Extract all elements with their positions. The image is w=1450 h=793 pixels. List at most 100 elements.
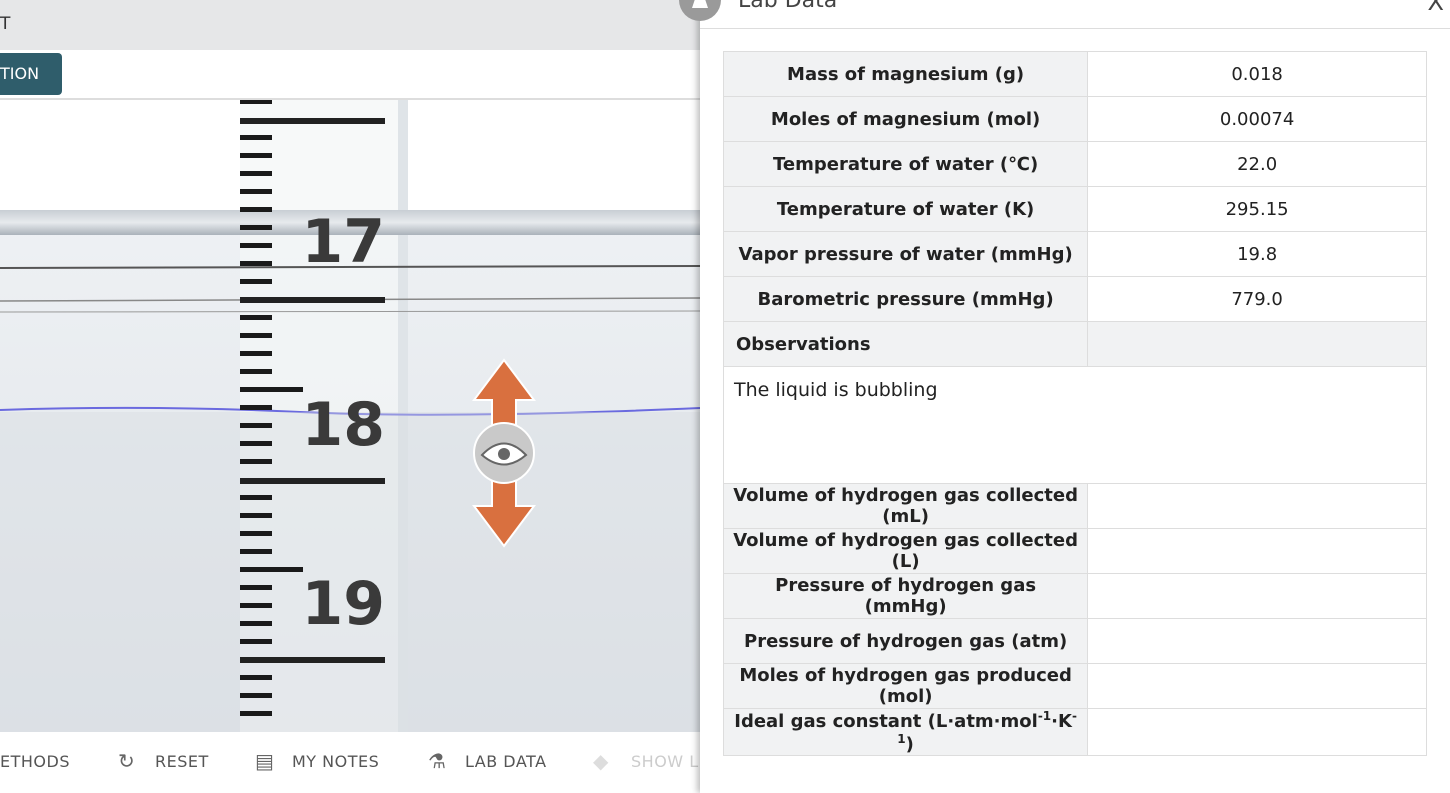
row-value: 0.018: [1087, 51, 1427, 97]
tick: [240, 279, 272, 284]
tick: [240, 333, 272, 338]
tick: [240, 118, 385, 124]
row-label: Volume of hydrogen gas collected (mL): [722, 483, 1089, 529]
row-value: [1087, 483, 1427, 529]
tick: [240, 171, 272, 176]
table-row: Temperature of water (℃) 22.0: [722, 141, 1427, 187]
table-row: Volume of hydrogen gas collected (mL): [722, 483, 1427, 529]
observations-text: The liquid is bubbling: [723, 366, 1427, 484]
tick: [240, 100, 272, 104]
tick: [240, 639, 272, 644]
row-label: Vapor pressure of water (mmHg): [722, 231, 1089, 277]
tick: [240, 315, 272, 320]
row-value: 22.0: [1087, 141, 1427, 187]
toolbar-item[interactable]: MY NOTES: [292, 752, 380, 771]
row-label: Ideal gas constant (L·atm·mol-1·K-1): [722, 708, 1089, 756]
tick: [240, 225, 272, 230]
table-row: Ideal gas constant (L·atm·mol-1·K-1): [722, 708, 1427, 756]
label-part: ): [905, 734, 914, 755]
tick: [240, 135, 272, 140]
toolbar: ETHODS RESET MY NOTES LAB DATA SHOW L ↻ ▤ ⚗ ◆: [0, 732, 700, 793]
row-label: Mass of magnesium (g): [722, 51, 1089, 97]
toolbar-item[interactable]: LAB DATA: [465, 752, 547, 771]
table-row: Vapor pressure of water (mmHg) 19.8: [722, 231, 1427, 277]
row-value: [1087, 663, 1427, 709]
label-part: -1: [1037, 709, 1052, 723]
water-meniscus: [0, 406, 700, 416]
tick: [240, 531, 272, 536]
tick: [240, 675, 272, 680]
tick: [240, 603, 272, 608]
label-part: ·K: [1051, 711, 1072, 732]
water: [0, 412, 700, 732]
toolbar-icon: ▤: [255, 749, 275, 773]
toolbar-icon: ↻: [118, 749, 136, 773]
tick: [240, 657, 385, 663]
table-row: Moles of hydrogen gas produced (mol): [722, 663, 1427, 709]
toolbar-icon: ◆: [593, 749, 609, 773]
table-row: Pressure of hydrogen gas (mmHg): [722, 573, 1427, 619]
tick: [240, 711, 272, 716]
label-part: Ideal gas constant (L·atm·mol: [734, 711, 1038, 732]
row-value: [1087, 573, 1427, 619]
row-label: Temperature of water (K): [722, 186, 1089, 232]
tick: [240, 369, 272, 374]
toolbar-item[interactable]: SHOW L: [631, 752, 699, 771]
row-label: Barometric pressure (mmHg): [722, 276, 1089, 322]
panel-title: Lab Data: [738, 0, 838, 13]
tube: [240, 100, 408, 732]
partial-title: T: [0, 14, 11, 34]
table-row: Pressure of hydrogen gas (atm): [722, 618, 1427, 664]
tick: [240, 207, 272, 212]
action-button[interactable]: TION: [0, 53, 62, 95]
tick: [240, 549, 272, 554]
row-value: [1087, 528, 1427, 574]
toolbar-item[interactable]: RESET: [155, 752, 209, 771]
scale-label: 19: [302, 569, 386, 639]
row-label: Volume of hydrogen gas collected (L): [722, 528, 1089, 574]
observations-row: The liquid is bubbling: [723, 366, 1427, 484]
simulation-view: 17 18 19: [0, 100, 700, 732]
row-label: Moles of magnesium (mol): [722, 96, 1089, 142]
row-label: Temperature of water (℃): [722, 141, 1089, 187]
tick: [240, 459, 272, 464]
table-row: Barometric pressure (mmHg) 779.0: [722, 276, 1427, 322]
tick: [240, 441, 272, 446]
tick: [240, 478, 385, 484]
tick: [240, 567, 303, 572]
row-value: 295.15: [1087, 186, 1427, 232]
tick: [240, 693, 272, 698]
tick: [240, 189, 272, 194]
panel-icon: [679, 0, 721, 21]
button-bar: TION: [0, 50, 700, 100]
row-value: 0.00074: [1087, 96, 1427, 142]
row-value: 19.8: [1087, 231, 1427, 277]
label-part: -1: [897, 709, 1077, 746]
toolbar-icon: ⚗: [428, 749, 447, 773]
close-button[interactable]: X: [1427, 0, 1444, 16]
simulation-pane: T TION 17 18 19 ETHODS RESET MY NOTES LAB DAT…: [0, 0, 700, 793]
table-row: Mass of magnesium (g) 0.018: [722, 51, 1427, 97]
lab-data-panel: Lab Data X Mass of magnesium (g) 0.018 Mol…: [679, 0, 1450, 793]
table-row: Moles of magnesium (mol) 0.00074: [722, 96, 1427, 142]
rim-line: [0, 265, 700, 269]
observations-header: Observations: [722, 321, 1089, 367]
row-value: 779.0: [1087, 276, 1427, 322]
row-value: [1087, 708, 1427, 756]
tick: [240, 423, 272, 428]
table-row: Volume of hydrogen gas collected (L): [722, 528, 1427, 574]
tick: [240, 387, 303, 392]
scale-label: 18: [302, 390, 386, 460]
toolbar-item[interactable]: ETHODS: [0, 752, 70, 771]
tick: [240, 405, 272, 410]
row-label: Moles of hydrogen gas produced (mol): [722, 663, 1089, 709]
tick: [240, 585, 272, 590]
beaker-rim: [0, 210, 700, 235]
tick: [240, 495, 272, 500]
meniscus-handle[interactable]: [472, 358, 536, 548]
tick: [240, 243, 272, 248]
row-label: Pressure of hydrogen gas (mmHg): [722, 573, 1089, 619]
tube-edge: [398, 100, 408, 732]
scale: [240, 100, 385, 716]
